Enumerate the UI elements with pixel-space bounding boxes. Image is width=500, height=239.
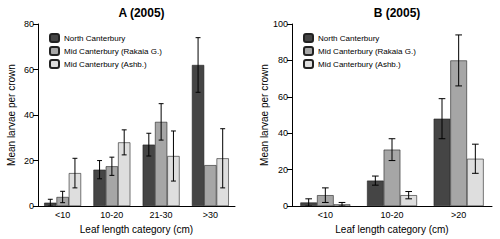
svg-text:0: 0 — [29, 201, 34, 211]
svg-text:10-20: 10-20 — [380, 210, 403, 220]
svg-text:100: 100 — [273, 19, 288, 29]
svg-text:20: 20 — [24, 156, 34, 166]
svg-text:Mid Canterbury (Rakaia G.): Mid Canterbury (Rakaia G.) — [318, 47, 416, 56]
svg-text:21-30: 21-30 — [150, 210, 173, 220]
svg-text:10-20: 10-20 — [100, 210, 123, 220]
svg-text:40: 40 — [278, 128, 288, 138]
svg-text:60: 60 — [278, 92, 288, 102]
svg-text:North Canterbury: North Canterbury — [64, 34, 125, 43]
svg-text:60: 60 — [24, 65, 34, 75]
svg-text:North Canterbury: North Canterbury — [318, 34, 379, 43]
svg-text:B (2005): B (2005) — [374, 6, 421, 20]
svg-text:Mid Canterbury (Ashb.): Mid Canterbury (Ashb.) — [318, 60, 401, 69]
svg-text:<10: <10 — [55, 210, 70, 220]
svg-text:Leaf length category (cm): Leaf length category (cm) — [335, 224, 448, 235]
svg-text:80: 80 — [24, 19, 34, 29]
svg-text:40: 40 — [24, 110, 34, 120]
svg-text:>20: >20 — [451, 210, 466, 220]
svg-text:80: 80 — [278, 55, 288, 65]
svg-text:A (2005): A (2005) — [118, 6, 164, 20]
svg-text:0: 0 — [283, 201, 288, 211]
svg-text:<10: <10 — [318, 210, 333, 220]
svg-text:20: 20 — [278, 165, 288, 175]
svg-text:Mean larvae per crown: Mean larvae per crown — [6, 64, 17, 166]
svg-text:Mid Canterbury (Ashb.): Mid Canterbury (Ashb.) — [64, 60, 147, 69]
svg-text:>30: >30 — [203, 210, 218, 220]
svg-text:Mid Canterbury (Rakaia G.): Mid Canterbury (Rakaia G.) — [64, 47, 162, 56]
svg-text:Mean larvae per crown: Mean larvae per crown — [259, 64, 270, 166]
svg-text:Leaf length category (cm): Leaf length category (cm) — [80, 224, 193, 235]
